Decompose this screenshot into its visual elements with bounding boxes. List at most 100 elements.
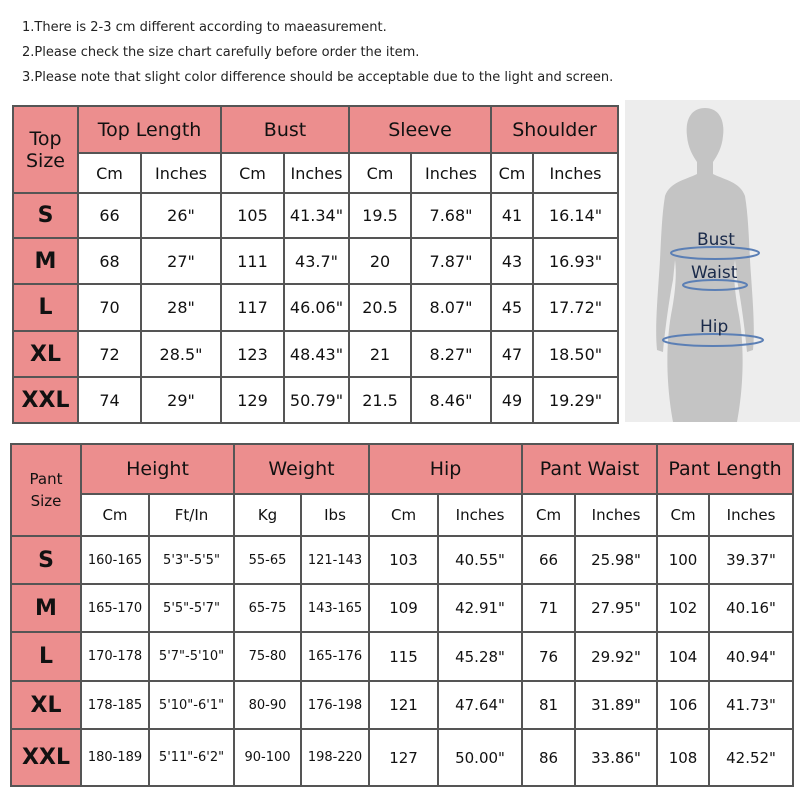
size-label: S xyxy=(12,192,79,239)
unit-row: Cm Inches Cm Inches Cm Inches Cm Inches xyxy=(13,152,620,194)
size-corner-header: Pant Size xyxy=(10,443,82,537)
table-cell: 178-185 xyxy=(80,680,150,730)
unit-header: Inches xyxy=(139,152,223,194)
table-row: XXL 74 29" 129 50.79" 21.5 8.46" 49 19.29" xyxy=(12,376,620,424)
table-cell: 5'7"-5'10" xyxy=(148,631,235,682)
group-header: Pant Waist xyxy=(521,443,659,495)
table-cell: 104 xyxy=(656,631,711,682)
waist-label: Waist xyxy=(691,263,738,283)
table-cell: 5'10"-6'1" xyxy=(148,680,235,730)
size-label: L xyxy=(10,631,82,682)
table-cell: 72 xyxy=(77,330,142,378)
table-cell: 81 xyxy=(521,680,577,730)
unit-header: Inches xyxy=(574,493,659,537)
table-cell: 43 xyxy=(490,237,535,285)
size-label: M xyxy=(10,583,82,633)
table-row: L 170-178 5'7"-5'10" 75-80 165-176 115 45.28" 7… xyxy=(10,631,795,682)
size-label: XL xyxy=(10,680,82,730)
table-cell: 71 xyxy=(521,583,577,633)
table-cell: 31.89" xyxy=(574,680,659,730)
unit-header: Cm xyxy=(77,152,142,194)
table-cell: 143-165 xyxy=(299,583,371,633)
table-cell: 16.93" xyxy=(532,237,620,285)
table-cell: 109 xyxy=(368,583,440,633)
table-cell: 8.27" xyxy=(410,330,493,378)
unit-header: Cm xyxy=(368,493,440,537)
table-cell: 180-189 xyxy=(80,728,150,787)
table-row: M 165-170 5'5"-5'7" 65-75 143-165 109 42.91" 71… xyxy=(10,583,795,633)
table-cell: 48.43" xyxy=(283,330,351,378)
size-label: M xyxy=(12,237,79,285)
table-cell: 5'3"-5'5" xyxy=(148,535,235,585)
unit-header: Kg xyxy=(233,493,302,537)
note-1: 1.There is 2-3 cm different according to… xyxy=(22,20,387,35)
table-cell: 170-178 xyxy=(80,631,150,682)
table-cell: 41.34" xyxy=(283,192,351,239)
table-cell: 50.79" xyxy=(283,376,351,424)
table-cell: 25.98" xyxy=(574,535,659,585)
hip-label: Hip xyxy=(700,317,729,337)
group-header: Height xyxy=(80,443,235,495)
table-cell: 100 xyxy=(656,535,711,585)
table-cell: 176-198 xyxy=(299,680,371,730)
table-cell: 42.52" xyxy=(708,728,795,787)
group-header: Weight xyxy=(232,443,371,495)
table-cell: 160-165 xyxy=(80,535,150,585)
table-cell: 76 xyxy=(521,631,577,682)
table-cell: 5'11"-6'2" xyxy=(148,728,235,787)
table-row: XL 72 28.5" 123 48.43" 21 8.27" 47 18.50" xyxy=(12,330,620,378)
table-cell: 16.14" xyxy=(532,192,620,239)
table-cell: 49 xyxy=(490,376,535,424)
table-cell: 86 xyxy=(521,728,577,787)
table-cell: 8.07" xyxy=(410,283,493,332)
table-cell: 7.87" xyxy=(410,237,493,285)
table-cell: 165-176 xyxy=(299,631,371,682)
table-cell: 115 xyxy=(368,631,440,682)
table-cell: 20 xyxy=(348,237,413,285)
table-cell: 108 xyxy=(656,728,711,787)
unit-header: Inches xyxy=(708,493,795,537)
pant-size-table: Pant Size Height Weight Hip Pant Waist Pant L… xyxy=(10,443,795,787)
table-cell: 45 xyxy=(490,283,535,332)
table-cell: 117 xyxy=(220,283,286,332)
unit-header: Cm xyxy=(80,493,150,537)
table-cell: 26" xyxy=(139,192,223,239)
table-row: XXL 180-189 5'11"-6'2" 90-100 198-220 127 50.0… xyxy=(10,728,795,787)
table-cell: 66 xyxy=(77,192,142,239)
table-cell: 121 xyxy=(368,680,440,730)
unit-header: Ft/In xyxy=(148,493,235,537)
group-header: Bust xyxy=(220,105,351,154)
table-cell: 19.5 xyxy=(348,192,413,239)
size-label: S xyxy=(10,535,82,585)
table-row: S 66 26" 105 41.34" 19.5 7.68" 41 16.14" xyxy=(12,192,620,239)
table-cell: 43.7" xyxy=(283,237,351,285)
table-cell: 40.94" xyxy=(708,631,795,682)
top-size-table: Top Size Top Length Bust Sleeve Shoulder Cm In… xyxy=(12,105,620,424)
table-cell: 27" xyxy=(139,237,223,285)
body-silhouette-icon xyxy=(656,108,764,422)
table-cell: 55-65 xyxy=(233,535,302,585)
table-cell: 47 xyxy=(490,330,535,378)
table-cell: 20.5 xyxy=(348,283,413,332)
table-cell: 127 xyxy=(368,728,440,787)
table-cell: 21.5 xyxy=(348,376,413,424)
size-label: XXL xyxy=(10,728,82,787)
table-cell: 18.50" xyxy=(532,330,620,378)
note-3: 3.Please note that slight color differen… xyxy=(22,70,614,85)
size-label: L xyxy=(12,283,79,332)
group-header: Hip xyxy=(368,443,524,495)
table-cell: 102 xyxy=(656,583,711,633)
table-cell: 40.16" xyxy=(708,583,795,633)
table-cell: 66 xyxy=(521,535,577,585)
unit-header: Cm xyxy=(348,152,413,194)
table-cell: 33.86" xyxy=(574,728,659,787)
group-header: Sleeve xyxy=(348,105,493,154)
table-cell: 121-143 xyxy=(299,535,371,585)
table-row: XL 178-185 5'10"-6'1" 80-90 176-198 121 47.64"… xyxy=(10,680,795,730)
header-row: Pant Size Height Weight Hip Pant Waist Pant L… xyxy=(10,443,795,537)
note-2: 2.Please check the size chart carefully … xyxy=(22,45,420,60)
unit-header: Inches xyxy=(283,152,351,194)
table-cell: 45.28" xyxy=(437,631,524,682)
unit-header: Cm xyxy=(521,493,577,537)
table-cell: 29" xyxy=(139,376,223,424)
